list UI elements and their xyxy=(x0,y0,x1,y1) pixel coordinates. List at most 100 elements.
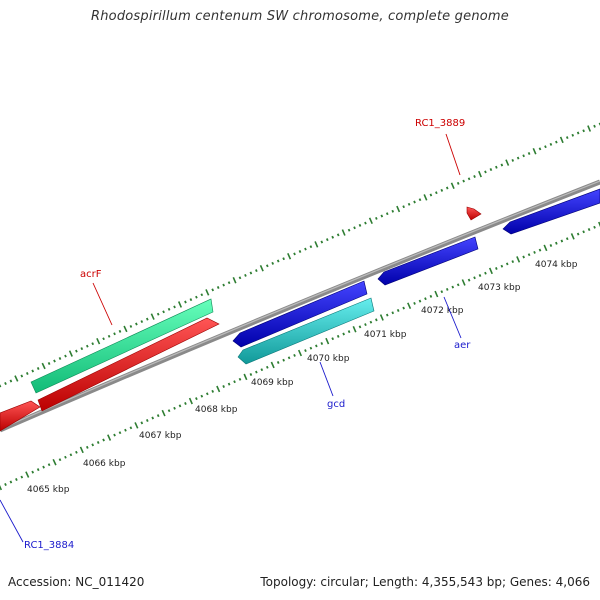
minor-tick xyxy=(533,250,536,254)
major-tick xyxy=(96,337,101,345)
major-tick xyxy=(14,375,19,382)
minor-tick xyxy=(385,313,389,317)
minor-tick xyxy=(413,301,416,305)
major-tick xyxy=(450,182,455,190)
gene-red-main[interactable] xyxy=(37,317,220,412)
major-tick xyxy=(287,252,292,260)
minor-tick xyxy=(145,419,149,422)
minor-tick xyxy=(418,299,422,303)
major-tick xyxy=(188,397,193,405)
outer-tick-ring xyxy=(0,122,600,388)
minor-tick xyxy=(587,228,591,232)
major-tick xyxy=(325,337,330,345)
minor-tick xyxy=(473,276,476,280)
minor-tick xyxy=(304,349,307,353)
gene-label-rc1-3884[interactable]: RC1_3884 xyxy=(24,540,74,551)
minor-tick xyxy=(424,297,427,301)
minor-tick xyxy=(222,385,225,388)
major-tick xyxy=(52,458,57,466)
major-tick xyxy=(25,471,30,478)
accession-text: Accession: NC_011420 xyxy=(8,575,145,589)
minor-tick xyxy=(31,470,35,474)
minor-tick xyxy=(118,431,122,435)
gene-label-acrf[interactable]: acrF xyxy=(80,269,102,280)
minor-tick xyxy=(467,278,471,282)
minor-tick xyxy=(0,384,2,388)
gene-blue-1[interactable] xyxy=(232,280,368,348)
minor-tick xyxy=(4,382,7,385)
tick-label: 4066 kbp xyxy=(83,459,126,469)
minor-tick xyxy=(113,332,116,336)
major-tick xyxy=(461,279,466,286)
major-tick xyxy=(123,325,128,333)
leader-line xyxy=(319,361,334,397)
major-tick xyxy=(270,361,275,369)
minor-tick xyxy=(47,362,51,365)
minor-tick xyxy=(451,285,455,289)
minor-tick xyxy=(145,317,149,321)
minor-tick xyxy=(353,226,356,230)
minor-tick xyxy=(320,240,324,244)
major-tick xyxy=(352,325,357,333)
minor-tick xyxy=(102,438,105,442)
major-tick xyxy=(598,221,600,228)
minor-tick xyxy=(576,232,580,236)
minor-tick xyxy=(375,216,378,220)
major-tick xyxy=(79,446,84,454)
gene-cyan-gcd[interactable] xyxy=(237,297,375,365)
minor-tick xyxy=(151,416,155,420)
gene-green-upper[interactable] xyxy=(30,298,214,394)
major-tick xyxy=(587,125,592,132)
gene-red-small[interactable] xyxy=(466,206,482,221)
gene-blue-right[interactable] xyxy=(502,188,600,235)
minor-tick xyxy=(495,267,498,270)
minor-tick xyxy=(53,359,56,363)
minor-tick xyxy=(549,244,553,247)
gene-label-rc1-3889[interactable]: RC1_3889 xyxy=(415,118,465,129)
minor-tick xyxy=(347,228,351,232)
minor-tick xyxy=(336,334,340,338)
minor-tick xyxy=(358,223,362,227)
major-tick xyxy=(216,385,221,393)
minor-tick xyxy=(238,276,242,280)
minor-tick xyxy=(64,455,67,459)
minor-tick xyxy=(233,380,236,384)
minor-tick xyxy=(255,269,258,273)
gene-red-left[interactable] xyxy=(0,400,41,432)
minor-tick xyxy=(538,147,542,151)
minor-tick xyxy=(325,238,329,242)
minor-tick xyxy=(304,247,307,251)
minor-tick xyxy=(276,361,280,364)
gene-label-gcd[interactable]: gcd xyxy=(327,399,345,410)
minor-tick xyxy=(505,262,509,266)
minor-tick xyxy=(407,202,411,206)
minor-tick xyxy=(385,212,389,216)
major-tick xyxy=(68,350,73,357)
minor-tick xyxy=(478,274,482,277)
minor-tick xyxy=(298,250,302,253)
minor-tick xyxy=(456,283,460,287)
minor-tick xyxy=(238,377,242,381)
major-tick xyxy=(543,244,548,252)
tick-label: 4070 kbp xyxy=(307,354,350,364)
tick-label: 4065 kbp xyxy=(27,485,70,495)
gene-blue-aer[interactable] xyxy=(377,236,479,286)
minor-tick xyxy=(20,374,24,378)
minor-tick xyxy=(167,409,171,413)
minor-tick xyxy=(64,354,67,358)
minor-tick xyxy=(173,305,176,309)
minor-tick xyxy=(522,154,525,158)
minor-tick xyxy=(445,287,449,291)
major-tick xyxy=(177,301,183,308)
minor-tick xyxy=(91,443,95,447)
gene-label-aer[interactable]: aer xyxy=(454,340,471,351)
minor-tick xyxy=(347,330,351,334)
minor-tick xyxy=(85,445,89,449)
minor-tick xyxy=(571,133,575,137)
minor-tick xyxy=(102,337,105,341)
tick-label: 4071 kbp xyxy=(364,330,407,340)
minor-tick xyxy=(380,214,384,218)
minor-tick xyxy=(178,404,182,408)
leader-line xyxy=(92,282,113,326)
